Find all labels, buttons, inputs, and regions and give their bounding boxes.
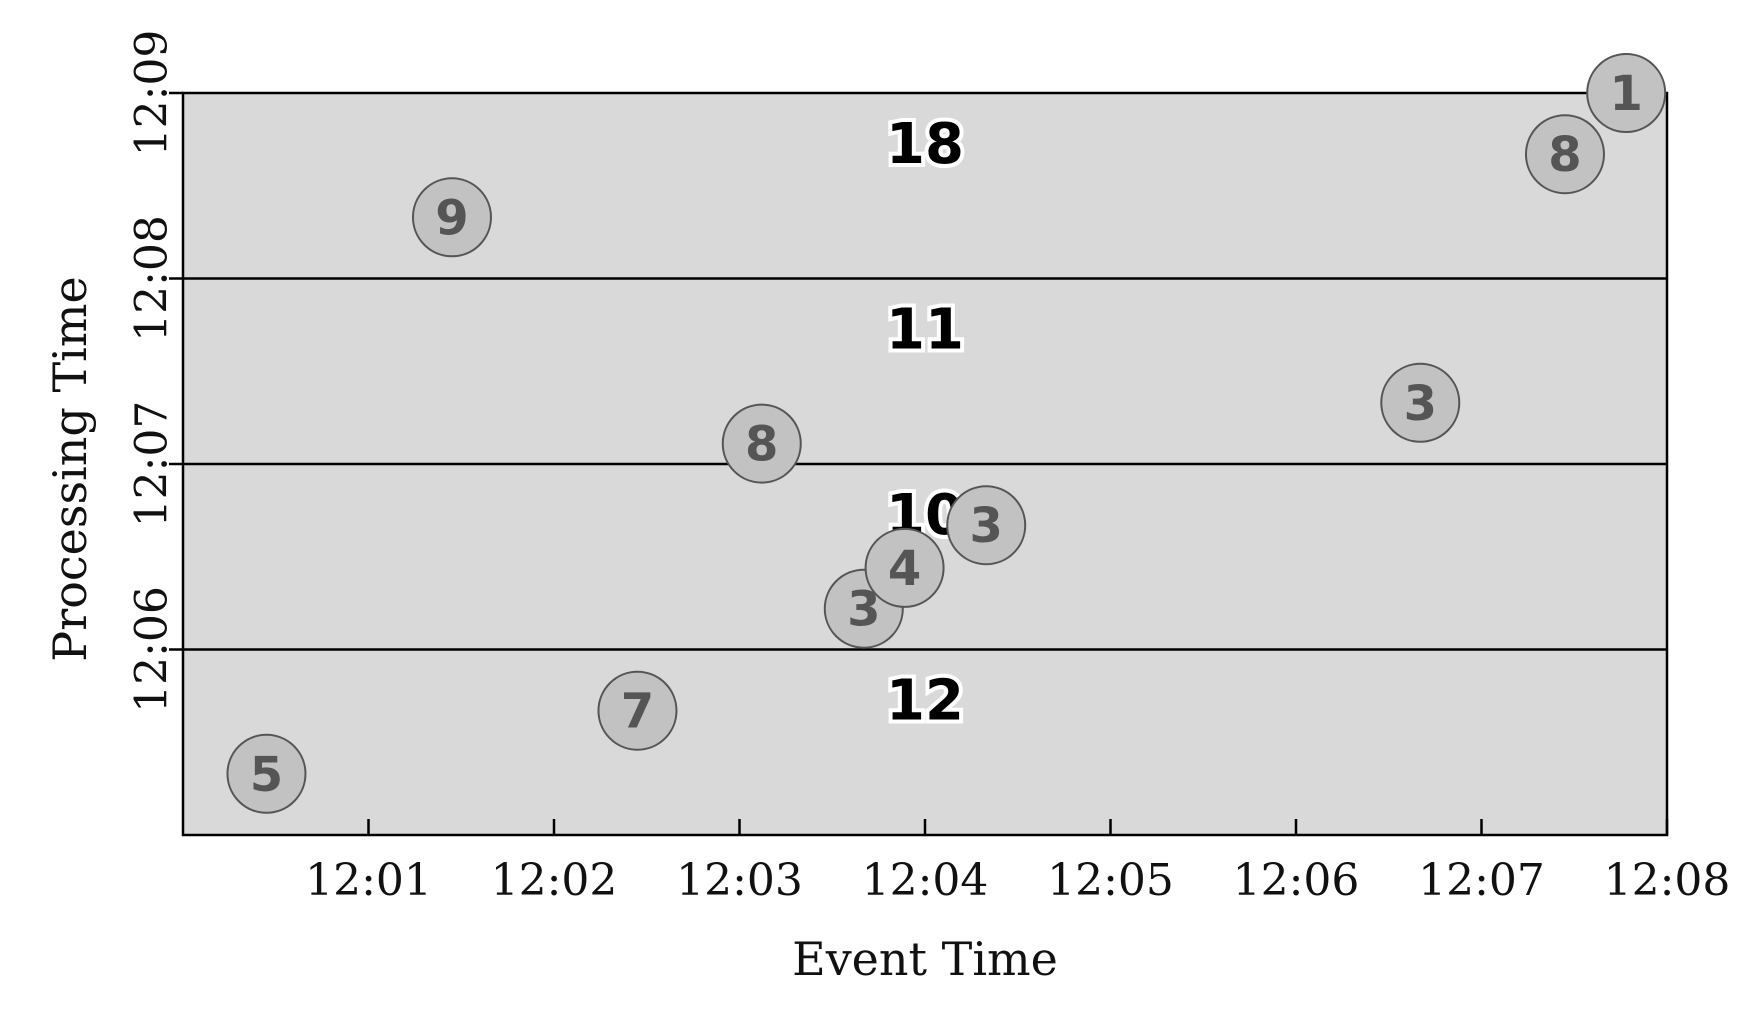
y-axis-title: Processing Time — [43, 276, 97, 661]
y-tick-label: 12:07 — [127, 401, 178, 528]
data-point-label: 5 — [250, 747, 283, 803]
data-point-label: 4 — [888, 541, 921, 597]
data-point: 4 — [864, 527, 945, 608]
y-tick-label: 12:08 — [127, 215, 178, 342]
x-tick-label: 12:08 — [1604, 855, 1731, 906]
data-point-label: 1 — [1609, 66, 1642, 122]
data-point-circle — [946, 485, 1027, 566]
data-point-label: 3 — [1404, 376, 1437, 432]
x-tick-label: 12:03 — [676, 855, 803, 906]
x-axis-ticks: 12:01 12:02 12:03 12:04 12:05 12:06 12:07 12:08 — [305, 819, 1730, 906]
data-point-circle — [597, 670, 678, 751]
pane-label: 11 — [886, 298, 964, 363]
data-point: 8 — [1524, 114, 1605, 195]
y-tick-label: 12:09 — [127, 30, 178, 157]
grid-lines — [183, 277, 1667, 651]
data-point-circle — [1524, 114, 1605, 195]
data-point-label: 8 — [1548, 127, 1581, 183]
data-point-circle — [721, 403, 802, 484]
x-tick-label: 12:06 — [1233, 855, 1360, 906]
data-point-circle — [1586, 53, 1667, 133]
x-tick-label: 12:07 — [1418, 855, 1545, 906]
x-tick-label: 12:04 — [862, 855, 989, 906]
data-point-circle — [864, 527, 945, 608]
data-point: 3 — [1380, 362, 1461, 443]
data-point: 8 — [721, 403, 802, 484]
y-axis-ticks: 12:06 12:07 12:08 12:09 — [127, 30, 183, 713]
data-point-label: 8 — [745, 417, 778, 473]
x-axis-title: Event Time — [792, 932, 1058, 986]
pane-label: 18 — [886, 112, 964, 177]
data-point: 7 — [597, 670, 678, 751]
data-point-circle — [1380, 362, 1461, 443]
data-point: 9 — [411, 177, 492, 258]
x-tick-label: 12:05 — [1047, 855, 1174, 906]
x-tick-label: 12:02 — [491, 855, 618, 906]
data-point: 3 — [946, 485, 1027, 566]
data-point: 5 — [226, 733, 307, 814]
y-tick-label: 12:06 — [127, 586, 178, 713]
data-point-label: 3 — [970, 498, 1003, 554]
data-point: 1 — [1586, 53, 1667, 133]
pane-label: 12 — [886, 669, 964, 734]
data-point-label: 9 — [435, 190, 468, 246]
plot-frame — [181, 91, 1669, 837]
data-point-circle — [411, 177, 492, 258]
data-point-circle — [226, 733, 307, 814]
data-point-label: 7 — [621, 684, 654, 740]
x-tick-label: 12:01 — [305, 855, 432, 906]
